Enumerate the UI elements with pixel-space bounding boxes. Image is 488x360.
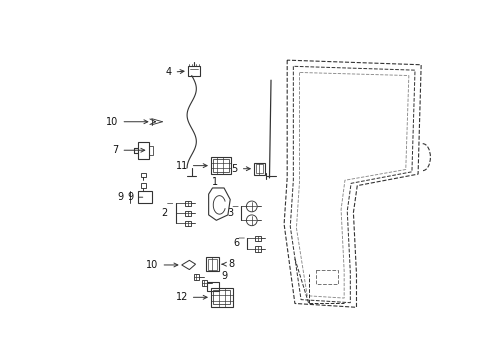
- Text: 9: 9: [118, 192, 123, 202]
- Bar: [184, 221, 190, 226]
- Bar: [254, 247, 261, 252]
- Text: 2: 2: [162, 208, 167, 219]
- Text: 4: 4: [165, 67, 183, 77]
- Bar: [206, 257, 218, 271]
- Bar: [148, 145, 153, 155]
- Text: 3: 3: [227, 208, 233, 219]
- Bar: [213, 159, 228, 172]
- Bar: [138, 191, 151, 203]
- Bar: [184, 211, 190, 216]
- Text: 9: 9: [127, 192, 142, 202]
- Text: 10: 10: [146, 260, 178, 270]
- Bar: [316, 270, 337, 284]
- Bar: [207, 259, 217, 270]
- Text: 6: 6: [233, 238, 239, 248]
- Text: 1: 1: [211, 177, 218, 187]
- Bar: [194, 274, 199, 280]
- Text: 9: 9: [221, 271, 226, 281]
- Text: 7: 7: [112, 145, 144, 155]
- Bar: [213, 291, 230, 304]
- Bar: [184, 201, 190, 206]
- Text: 8: 8: [222, 259, 234, 269]
- Text: 11: 11: [175, 161, 206, 171]
- Bar: [138, 142, 148, 159]
- Bar: [254, 236, 261, 241]
- Bar: [202, 280, 207, 286]
- Bar: [207, 282, 219, 291]
- Bar: [254, 163, 264, 175]
- Bar: [210, 288, 232, 306]
- Text: 10: 10: [106, 117, 147, 127]
- Text: 5: 5: [231, 164, 250, 174]
- Bar: [141, 172, 145, 177]
- Bar: [255, 164, 263, 173]
- Bar: [210, 157, 230, 174]
- Bar: [141, 183, 145, 188]
- Bar: [187, 66, 200, 76]
- Text: 12: 12: [175, 292, 206, 302]
